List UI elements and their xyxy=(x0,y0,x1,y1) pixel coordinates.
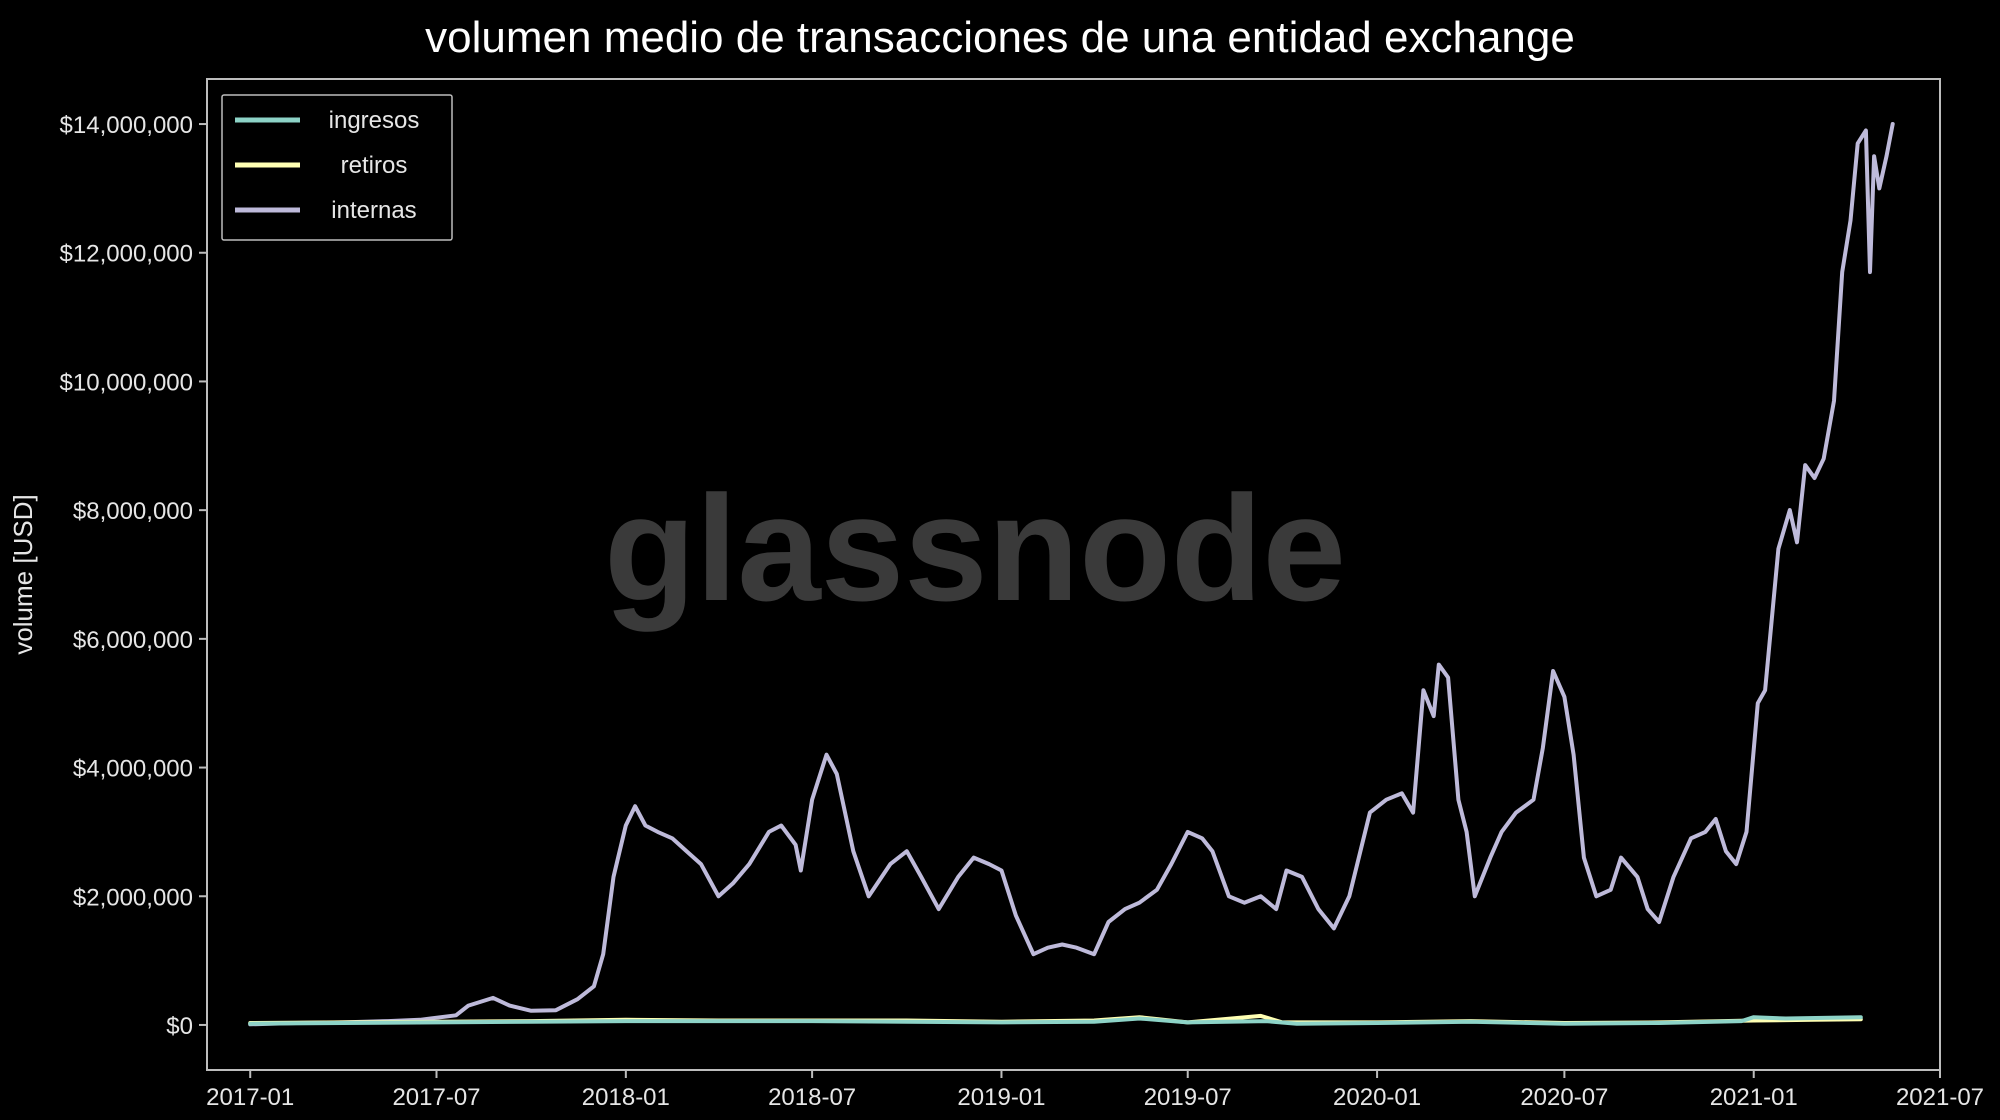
plot-frame xyxy=(206,78,1941,1071)
x-tick-label: 2018-01 xyxy=(582,1084,670,1111)
legend-label-internas: internas xyxy=(331,197,416,224)
y-tick-label: $14,000,000 xyxy=(60,112,193,139)
x-tick-label: 2021-07 xyxy=(1896,1084,1984,1111)
y-tick-label: $6,000,000 xyxy=(73,627,193,654)
series-line-ingresos xyxy=(248,1015,1863,1026)
y-tick-label: $2,000,000 xyxy=(73,884,193,911)
y-tick-label: $12,000,000 xyxy=(60,241,193,268)
x-tick-label: 2019-07 xyxy=(1144,1084,1232,1111)
legend-box xyxy=(221,94,453,241)
y-tick-label: $8,000,000 xyxy=(73,498,193,525)
x-tick-label: 2018-07 xyxy=(768,1084,856,1111)
legend-label-ingresos: ingresos xyxy=(329,107,420,134)
x-tick-label: 2019-01 xyxy=(957,1084,1045,1111)
legend-label-retiros: retiros xyxy=(341,152,408,179)
watermark-text: glassnode xyxy=(604,464,1346,632)
y-axis-label: volume [USD] xyxy=(8,494,38,654)
y-tick-label: $4,000,000 xyxy=(73,756,193,783)
x-tick-label: 2020-07 xyxy=(1520,1084,1608,1111)
x-tick-label: 2020-01 xyxy=(1333,1084,1421,1111)
chart-title: volumen medio de transacciones de una en… xyxy=(425,13,1575,62)
y-tick-label: $10,000,000 xyxy=(60,369,193,396)
x-tick-label: 2021-01 xyxy=(1710,1084,1798,1111)
series-line-internas xyxy=(248,122,1895,1027)
x-tick-label: 2017-01 xyxy=(206,1084,294,1111)
y-tick-label: $0 xyxy=(166,1013,193,1040)
x-tick-label: 2017-07 xyxy=(392,1084,480,1111)
